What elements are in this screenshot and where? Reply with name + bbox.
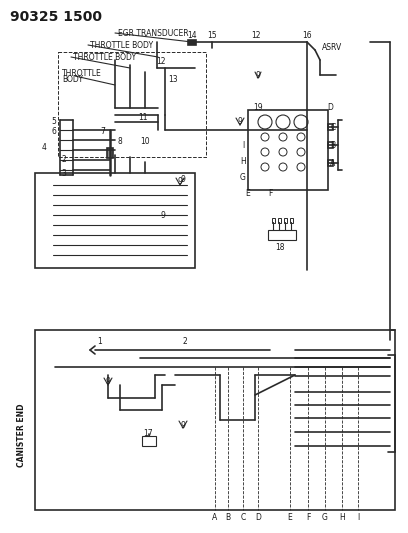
Text: 5: 5 xyxy=(51,117,56,126)
Text: 10: 10 xyxy=(140,138,150,147)
Text: 11: 11 xyxy=(138,114,148,123)
Text: 9: 9 xyxy=(255,70,260,79)
Text: 18: 18 xyxy=(275,244,285,253)
Text: ASRV: ASRV xyxy=(322,44,342,52)
Text: I: I xyxy=(357,513,359,521)
Bar xyxy=(328,124,333,130)
Bar xyxy=(328,160,333,166)
Text: 16: 16 xyxy=(302,31,312,41)
Bar xyxy=(268,230,296,240)
Text: 9: 9 xyxy=(237,117,242,126)
Text: H: H xyxy=(240,157,246,166)
Bar xyxy=(188,40,196,45)
Bar xyxy=(35,330,395,510)
Text: 90325 1500: 90325 1500 xyxy=(10,10,102,24)
Text: 1: 1 xyxy=(98,337,102,346)
Text: CANISTER END: CANISTER END xyxy=(18,403,27,467)
Text: C: C xyxy=(330,123,336,132)
Text: 2: 2 xyxy=(183,337,187,346)
Text: THROTTLE: THROTTLE xyxy=(62,69,102,77)
Text: F: F xyxy=(268,189,272,198)
Text: B: B xyxy=(226,513,231,521)
Text: 17: 17 xyxy=(143,429,153,438)
Bar xyxy=(290,218,293,223)
Text: F: F xyxy=(306,513,310,521)
Text: THROTTLE BODY: THROTTLE BODY xyxy=(73,52,136,61)
Text: 19: 19 xyxy=(253,102,263,111)
Bar xyxy=(58,52,206,157)
Text: B: B xyxy=(330,141,335,149)
Text: I: I xyxy=(242,141,244,149)
Text: 2: 2 xyxy=(62,156,67,165)
Text: 9: 9 xyxy=(181,421,186,430)
Bar xyxy=(284,218,287,223)
Text: 9: 9 xyxy=(106,377,111,386)
Text: G: G xyxy=(322,513,328,521)
Text: 8: 8 xyxy=(118,138,123,147)
Text: 9: 9 xyxy=(177,177,182,187)
Text: BODY: BODY xyxy=(62,76,83,85)
Text: 12: 12 xyxy=(156,58,166,67)
Text: THROTTLE BODY: THROTTLE BODY xyxy=(90,41,153,50)
Text: 6: 6 xyxy=(51,127,56,136)
Text: 3: 3 xyxy=(62,168,67,177)
Bar xyxy=(107,148,113,158)
Text: 13: 13 xyxy=(168,76,177,85)
Text: 12: 12 xyxy=(251,31,261,41)
Bar xyxy=(248,110,328,190)
Text: E: E xyxy=(288,513,293,521)
Text: C: C xyxy=(240,513,246,521)
Text: G: G xyxy=(240,173,246,182)
Bar xyxy=(328,142,333,148)
Text: EGR TRANSDUCER: EGR TRANSDUCER xyxy=(118,28,188,37)
Text: H: H xyxy=(339,513,345,521)
Text: 15: 15 xyxy=(207,31,217,41)
Text: A: A xyxy=(213,513,217,521)
Text: A: A xyxy=(330,158,336,167)
Text: 4: 4 xyxy=(41,143,46,152)
Bar xyxy=(278,218,281,223)
Bar xyxy=(272,218,275,223)
Text: D: D xyxy=(255,513,261,521)
Bar xyxy=(142,436,156,446)
Text: 7: 7 xyxy=(100,127,105,136)
Text: E: E xyxy=(246,189,251,198)
Text: 9: 9 xyxy=(181,175,186,184)
Text: D: D xyxy=(327,102,333,111)
Text: 14: 14 xyxy=(187,31,197,41)
Text: 9: 9 xyxy=(161,211,165,220)
Bar xyxy=(35,173,195,268)
